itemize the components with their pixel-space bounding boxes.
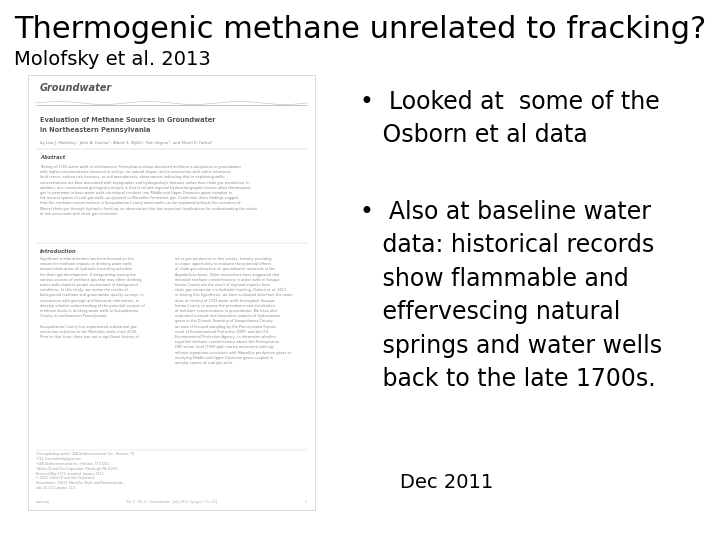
Text: Vol. X · No. X · Groundwater · July 2011 · [pages: 1 to 14]: Vol. X · No. X · Groundwater · July 2011… [126,500,217,504]
Text: Testing of 1701 water wells in northeastern Pennsylvania shows dissolved methane: Testing of 1701 water wells in northeast… [40,165,257,216]
Text: Significant media attention has been focused on the
reason for methane impacts i: Significant media attention has been foc… [40,257,145,339]
Text: 1: 1 [305,500,307,504]
Bar [28,75,315,510]
Text: •  Also at baseline water
   data: historical records
   show flammable and
   e: • Also at baseline water data: historica… [360,200,662,392]
Text: Introduction: Introduction [40,249,77,254]
Text: Groundwater: Groundwater [40,83,112,93]
Text: Dec 2011: Dec 2011 [400,473,493,492]
Text: •  Looked at  some of the
   Osborn et al data: • Looked at some of the Osborn et al dat… [360,90,660,147]
Text: Molofsky et al. 2013: Molofsky et al. 2013 [14,50,211,69]
Text: by Lisa J. Molofsky¹, John A. Connor¹, Albert S. Wylie², Tom Vagner³, and Sharif: by Lisa J. Molofsky¹, John A. Connor¹, A… [40,140,212,145]
Text: Evaluation of Methane Sources in Groundwater: Evaluation of Methane Sources in Groundw… [40,117,215,123]
Text: Thermogenic methane unrelated to fracking?: Thermogenic methane unrelated to frackin… [14,15,706,44]
Text: in Northeastern Pennsylvania: in Northeastern Pennsylvania [40,127,150,133]
Text: oil or gas production in this county, thereby providing
a unique opportunity to : oil or gas production in this county, th… [175,257,292,365]
Text: Abstract: Abstract [40,155,66,160]
Text: ¹Corresponding author: GZA GeoEnvironmental, Inc., Houston, TX
1711; lisa.molofs: ¹Corresponding author: GZA GeoEnvironmen… [36,452,134,490]
Text: www.org: www.org [36,500,50,504]
